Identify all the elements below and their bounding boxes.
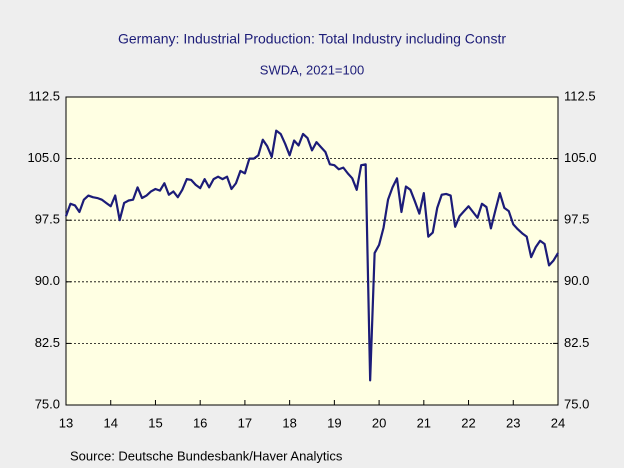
y-tick-label: 112.5 [28,88,60,103]
x-tick-label: 20 [372,415,386,430]
chart-title: Germany: Industrial Production: Total In… [118,31,506,47]
x-tick-label: 24 [551,415,565,430]
plot-area [65,96,559,406]
x-tick-label: 23 [506,415,520,430]
x-tick-label: 22 [461,415,475,430]
y2-tick-label: 105.0 [564,150,597,165]
y-tick-label: 97.5 [35,212,60,227]
x-tick-label: 16 [193,415,207,430]
x-tick-label: 14 [103,415,117,430]
y2-tick-label: 97.5 [564,212,589,227]
x-tick-label: 15 [148,415,162,430]
y2-tick-label: 112.5 [564,88,596,103]
x-tick-label: 21 [417,415,431,430]
y-tick-label: 105.0 [27,150,60,165]
x-tick-label: 19 [327,415,341,430]
y-tick-label: 75.0 [35,396,60,411]
x-tick-label: 17 [238,415,252,430]
y2-tick-label: 90.0 [564,273,589,288]
y-tick-label: 90.0 [35,273,60,288]
chart-subtitle: SWDA, 2021=100 [260,62,364,77]
data-line [64,129,559,382]
y2-tick-label: 75.0 [564,396,589,411]
y2-tick-label: 82.5 [564,335,589,350]
x-tick-label: 13 [59,415,73,430]
source-note: Source: Deutsche Bundesbank/Haver Analyt… [70,448,343,463]
x-tick-label: 18 [282,415,296,430]
y-tick-label: 82.5 [35,335,60,350]
